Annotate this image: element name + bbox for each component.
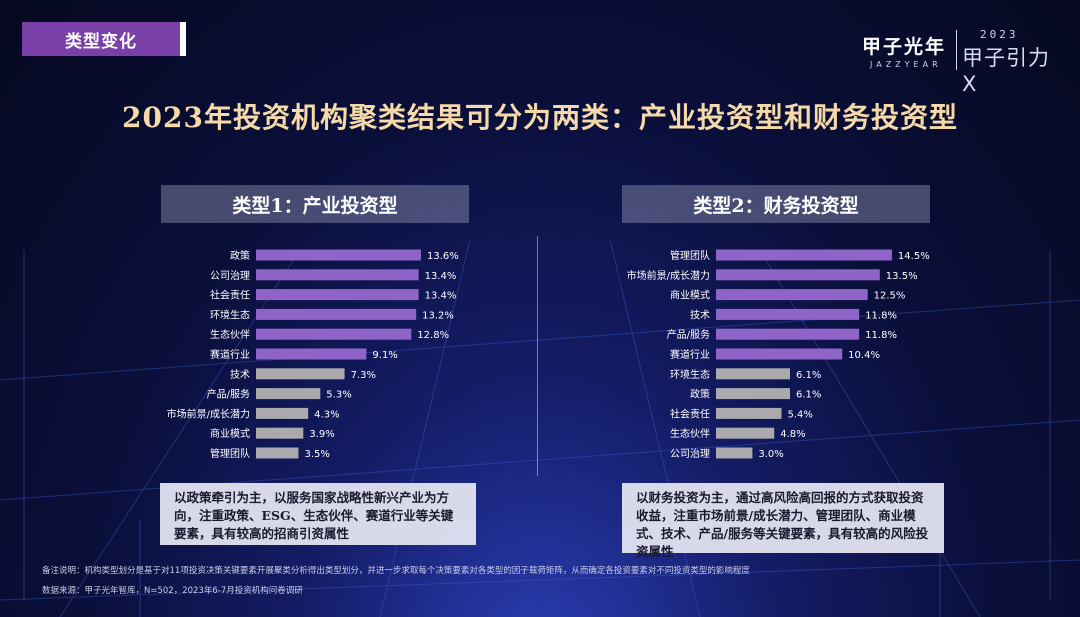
category-label: 管理团队 bbox=[210, 447, 250, 460]
section-tag: 类型变化 bbox=[22, 22, 186, 56]
section-tag-label: 类型变化 bbox=[22, 22, 180, 56]
bar bbox=[716, 269, 880, 281]
bar bbox=[716, 308, 860, 320]
category-label: 技术 bbox=[690, 308, 710, 321]
data-label: 13.5% bbox=[886, 271, 918, 282]
data-label: 13.4% bbox=[425, 291, 457, 302]
bar bbox=[256, 289, 419, 301]
bar bbox=[256, 368, 345, 380]
data-label: 4.3% bbox=[314, 409, 339, 420]
category-label: 政策 bbox=[690, 388, 710, 401]
category-label: 产品/服务 bbox=[667, 328, 710, 341]
footnote-note: 备注说明：机构类型划分是基于对11项投资决策关键要素开展聚类分析得出类型划分，并… bbox=[42, 566, 750, 576]
data-label: 9.1% bbox=[372, 350, 397, 361]
bar bbox=[256, 407, 309, 419]
category-label: 商业模式 bbox=[670, 289, 710, 302]
data-label: 5.4% bbox=[788, 409, 813, 420]
category-label: 政策 bbox=[230, 249, 250, 262]
bar bbox=[256, 249, 422, 261]
bar bbox=[716, 328, 860, 340]
data-label: 10.4% bbox=[848, 350, 880, 361]
footnote-source: 数据来源：甲子光年智库，N=502，2023年6-7月投资机构问卷调研 bbox=[42, 586, 303, 596]
category-label: 管理团队 bbox=[670, 249, 710, 262]
logo-subtitle: JAZZYEAR bbox=[870, 60, 942, 69]
bar bbox=[716, 249, 892, 261]
data-label: 3.0% bbox=[758, 449, 783, 460]
logo-name: 甲子光年 bbox=[862, 36, 947, 58]
bar bbox=[256, 328, 412, 340]
logo-year: 2023 bbox=[980, 28, 1019, 41]
bar bbox=[256, 269, 419, 281]
data-label: 13.2% bbox=[422, 310, 454, 321]
category-label: 环境生态 bbox=[670, 368, 710, 381]
chart-1-description: 以政策牵引为主，以服务国家战略性新兴产业为方向，注重政策、ESG、生态伙伴、赛道… bbox=[160, 483, 476, 545]
data-label: 4.8% bbox=[780, 429, 805, 440]
bar bbox=[716, 407, 782, 419]
chart-1-industrial-investment: 政策 13.6% 公司治理 13.4% 社会责任 13.4% 环境生态 13.2% 生态伙伴 12… bbox=[167, 249, 459, 460]
category-label: 产品/服务 bbox=[207, 388, 250, 401]
data-label: 12.5% bbox=[874, 291, 906, 302]
data-label: 11.8% bbox=[865, 310, 897, 321]
bar bbox=[716, 447, 753, 459]
data-label: 6.1% bbox=[796, 370, 821, 381]
bar bbox=[716, 348, 843, 360]
page-title: 2023年投资机构聚类结果可分为两类：产业投资型和财务投资型 bbox=[122, 101, 958, 134]
data-label: 5.3% bbox=[326, 390, 351, 401]
data-label: 7.3% bbox=[351, 370, 376, 381]
category-label: 赛道行业 bbox=[210, 348, 250, 361]
chart-1-title: 类型1：产业投资型 bbox=[161, 185, 469, 223]
data-label: 13.4% bbox=[425, 271, 457, 282]
category-label: 技术 bbox=[230, 368, 250, 381]
data-label: 11.8% bbox=[865, 330, 897, 341]
data-label: 6.1% bbox=[796, 390, 821, 401]
logo-divider bbox=[956, 30, 957, 70]
logo-event-name: 甲子引力X bbox=[962, 46, 1050, 96]
chart-2-financial-investment: 管理团队 14.5% 市场前景/成长潜力 13.5% 商业模式 12.5% 技术 11.8% 产… bbox=[627, 249, 930, 460]
data-label: 14.5% bbox=[898, 251, 930, 262]
category-label: 生态伙伴 bbox=[210, 328, 250, 341]
data-label: 3.5% bbox=[304, 449, 329, 460]
bar bbox=[256, 388, 321, 400]
panel-divider bbox=[537, 236, 538, 476]
bar bbox=[256, 447, 299, 459]
brand-logo: 甲子光年 JAZZYEAR 2023 甲子引力X bbox=[862, 28, 1062, 96]
category-label: 赛道行业 bbox=[670, 348, 710, 361]
bar bbox=[716, 388, 791, 400]
data-label: 3.9% bbox=[309, 429, 334, 440]
bar bbox=[716, 368, 791, 380]
bar bbox=[256, 348, 367, 360]
data-label: 12.8% bbox=[417, 330, 449, 341]
category-label: 社会责任 bbox=[670, 407, 710, 420]
bar bbox=[256, 427, 304, 439]
chart-2-description: 以财务投资为主，通过高风险高回报的方式获取投资收益，注重市场前景/成长潜力、管理… bbox=[622, 483, 944, 559]
category-label: 生态伙伴 bbox=[670, 427, 710, 440]
data-label: 13.6% bbox=[427, 251, 459, 262]
chart-2-title: 类型2：财务投资型 bbox=[622, 185, 930, 223]
category-label: 商业模式 bbox=[210, 427, 250, 440]
bar bbox=[716, 427, 775, 439]
category-label: 环境生态 bbox=[210, 308, 250, 321]
bar bbox=[716, 289, 868, 301]
category-label: 市场前景/成长潜力 bbox=[167, 407, 250, 420]
category-label: 公司治理 bbox=[210, 269, 250, 282]
category-label: 市场前景/成长潜力 bbox=[627, 269, 710, 282]
category-label: 社会责任 bbox=[210, 289, 250, 302]
bar bbox=[256, 308, 417, 320]
category-label: 公司治理 bbox=[670, 447, 710, 460]
